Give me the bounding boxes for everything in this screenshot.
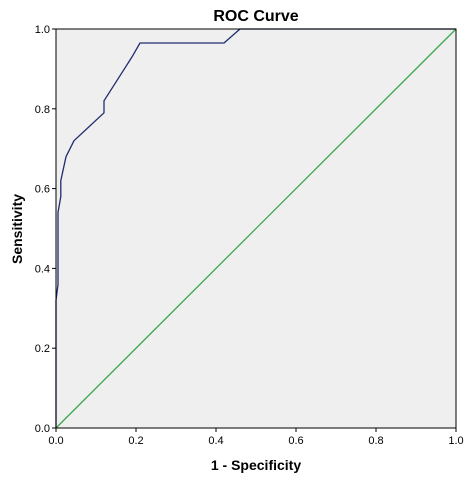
plot-frame <box>55 28 457 429</box>
series-layer <box>55 28 457 429</box>
reference-diagonal-line <box>55 28 457 429</box>
y-axis: 0.0 0.2 0.4 0.6 0.8 1.0 <box>35 24 56 435</box>
plot-border <box>55 28 457 429</box>
x-axis: 0.0 0.2 0.4 0.6 0.8 1.0 <box>48 428 464 447</box>
x-tick-label: 0.2 <box>128 435 143 447</box>
y-axis-label: Sensitivity <box>9 194 25 264</box>
chart-title: ROC Curve <box>213 8 298 25</box>
roc-curve-line <box>55 28 456 428</box>
y-tick-label: 0.2 <box>35 343 50 355</box>
x-tick-label: 0.0 <box>48 435 63 447</box>
x-axis-label: 1 - Specificity <box>211 457 301 473</box>
x-tick-label: 0.6 <box>288 435 303 447</box>
y-tick-label: 0.6 <box>35 184 50 196</box>
y-tick-label: 0.4 <box>35 263 50 275</box>
y-tick-label: 1.0 <box>35 24 50 36</box>
y-tick-label: 0.8 <box>35 104 50 116</box>
y-tick-label: 0.0 <box>35 423 50 435</box>
x-tick-label: 0.4 <box>208 435 223 447</box>
x-tick-label: 1.0 <box>448 435 463 447</box>
x-tick-label: 0.8 <box>368 435 383 447</box>
